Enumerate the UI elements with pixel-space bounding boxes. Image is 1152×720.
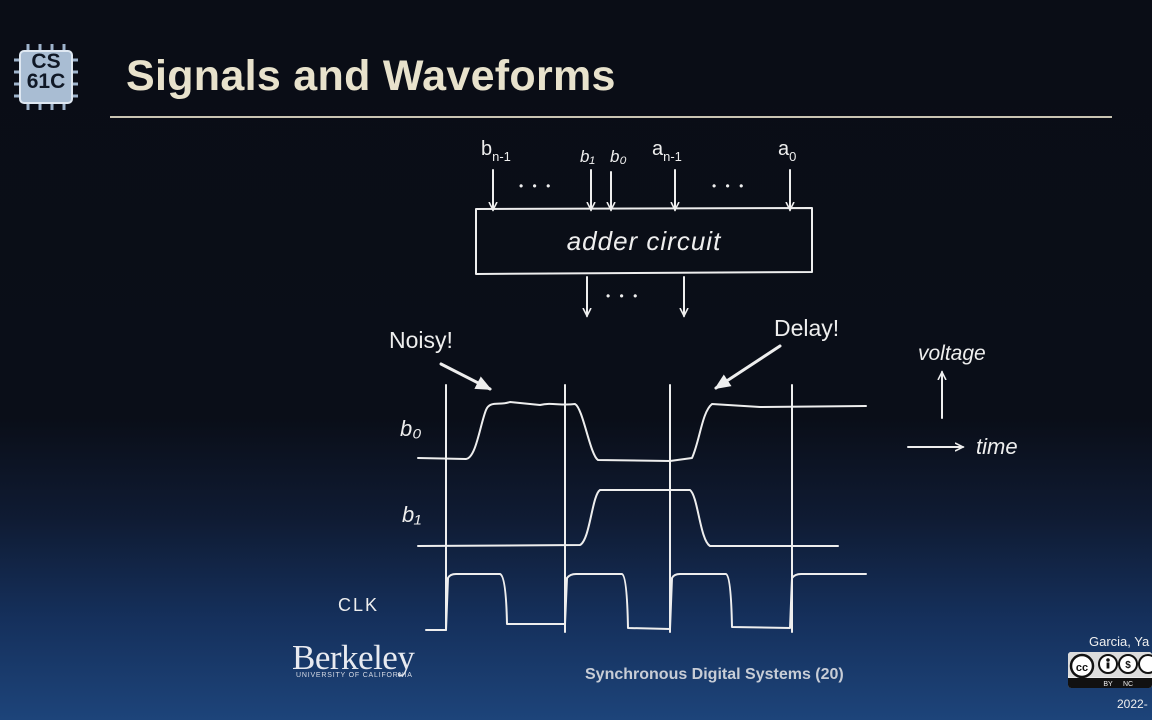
slide-title: Signals and Waveforms — [126, 52, 616, 100]
svg-text:cc: cc — [1076, 662, 1088, 674]
title-divider — [110, 116, 1112, 118]
author-credit: Garcia, Ya — [1089, 634, 1150, 649]
clk-waveform — [425, 573, 867, 631]
cs61c-logo — [14, 44, 78, 110]
delay-annotation: Delay! — [774, 315, 839, 341]
footer-lecture-title: Synchronous Digital Systems (20) — [585, 666, 844, 683]
noisy-annotation: Noisy! — [389, 327, 453, 353]
delay-pointer-arrow — [714, 344, 782, 390]
berkeley-logo: Berkeley — [292, 638, 415, 677]
input-label-b1: b₁ — [580, 147, 595, 166]
cs61c-logo-text: CS 61C — [14, 50, 78, 93]
b0-waveform — [417, 401, 867, 462]
signal-label-b0: b₀ — [400, 416, 422, 441]
input-label-bn1: bn-1 — [481, 138, 511, 164]
adder-circuit-label: adder circuit — [567, 226, 722, 256]
slide-date: 2022- — [1117, 697, 1148, 711]
axis-label-voltage: voltage — [918, 342, 986, 365]
svg-text:BY: BY — [1103, 681, 1113, 688]
input-dots-right: • • • — [712, 179, 746, 193]
svg-text:$: $ — [1125, 660, 1131, 671]
noisy-pointer-arrow — [439, 362, 492, 391]
adder-circuit-box — [475, 207, 813, 275]
b1-waveform — [417, 489, 839, 547]
output-dots: • • • — [606, 289, 640, 303]
input-label-an1: an-1 — [652, 138, 682, 164]
input-label-b0: b₀ — [610, 147, 627, 166]
logo-line-1: CS — [31, 50, 61, 73]
cc-by-nc-sa-icon: cc $ BY NC — [1068, 652, 1152, 688]
signal-label-clk: CLK — [338, 595, 379, 615]
axis-label-time: time — [976, 434, 1018, 459]
logo-line-2: 61C — [26, 70, 66, 93]
input-dots-left: • • • — [519, 179, 553, 193]
svg-text:NC: NC — [1123, 681, 1133, 688]
berkeley-subtitle: UNIVERSITY OF CALIFORNIA — [296, 672, 413, 679]
signal-label-b1: b₁ — [402, 502, 421, 527]
input-label-a0: a0 — [778, 138, 796, 164]
